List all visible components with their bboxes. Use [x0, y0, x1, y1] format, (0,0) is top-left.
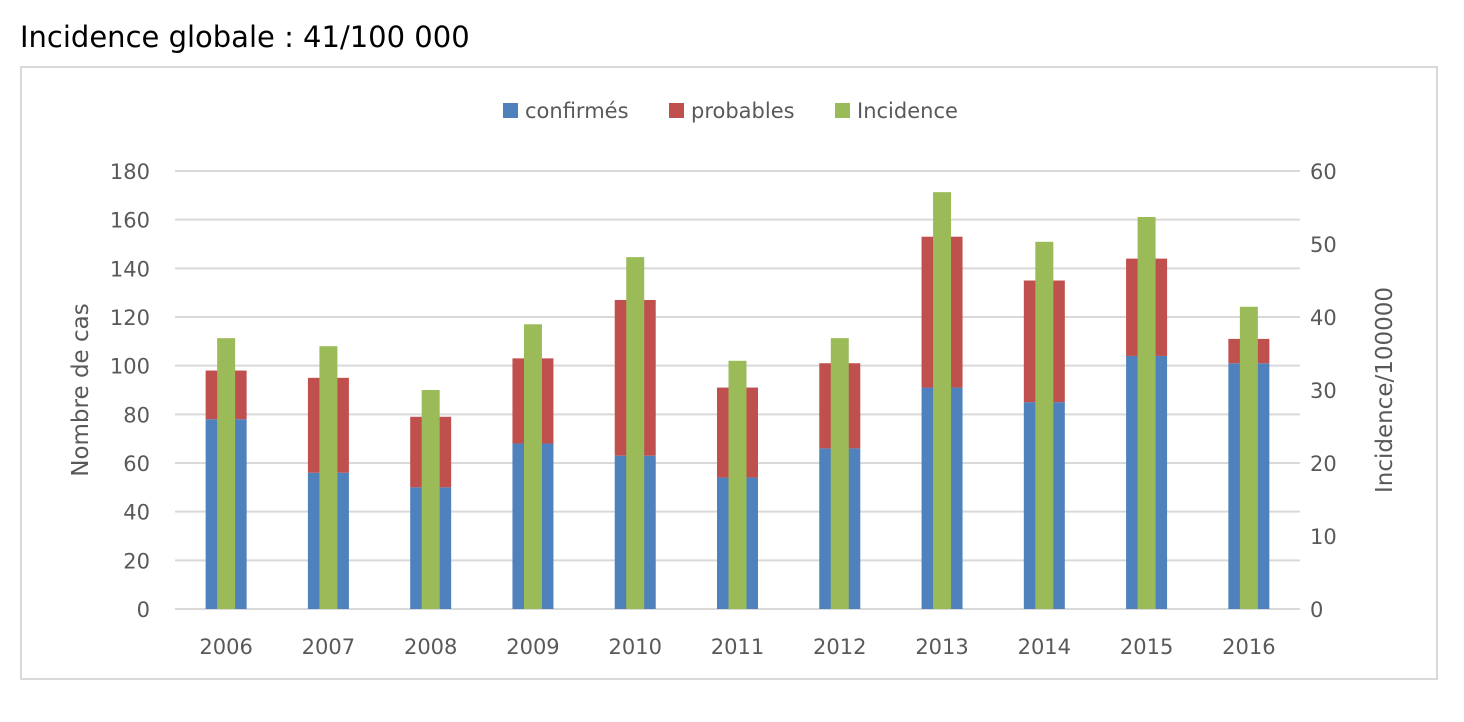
x-tick-label: 2009 [506, 635, 559, 659]
bar-incidence-2016 [1239, 306, 1258, 609]
y-tick-label: 40 [123, 501, 150, 525]
x-tick-label: 2013 [915, 635, 968, 659]
y2-axis-label: Incidence/100000 [1372, 287, 1398, 493]
y-tick-label: 180 [110, 160, 150, 184]
y2-tick-label: 50 [1310, 233, 1337, 257]
x-tick-label: 2016 [1222, 635, 1275, 659]
bar-incidence-2013 [933, 192, 952, 610]
x-tick-label: 2014 [1018, 635, 1071, 659]
x-tick-label: 2006 [199, 635, 252, 659]
x-tick-label: 2007 [302, 635, 355, 659]
y-tick-label: 80 [123, 403, 150, 427]
legend-swatch-0 [503, 103, 518, 118]
legend-swatch-2 [835, 103, 850, 118]
y2-tick-label: 60 [1310, 160, 1337, 184]
bar-incidence-2007 [319, 346, 338, 609]
legend-label-0: confirmés [525, 99, 629, 123]
bar-incidence-2011 [728, 360, 747, 609]
x-tick-label: 2010 [609, 635, 662, 659]
x-tick-label: 2008 [404, 635, 457, 659]
legend-swatch-1 [669, 103, 684, 118]
bar-incidence-2010 [626, 257, 645, 609]
y2-tick-label: 40 [1310, 306, 1337, 330]
x-tick-label: 2015 [1120, 635, 1173, 659]
chart-title: Incidence globale : 41/100 000 [20, 20, 470, 54]
y-axis-label: Nombre de cas [68, 303, 94, 476]
legend-label-1: probables [691, 99, 795, 123]
y2-tick-label: 0 [1310, 598, 1323, 622]
y-tick-label: 60 [123, 452, 150, 476]
bar-incidence-2009 [523, 324, 542, 609]
bar-incidence-2015 [1137, 216, 1156, 610]
y2-tick-label: 30 [1310, 379, 1337, 403]
y-tick-label: 20 [123, 549, 150, 573]
y2-tick-label: 20 [1310, 452, 1337, 476]
x-tick-label: 2012 [813, 635, 866, 659]
bar-incidence-2008 [421, 390, 440, 609]
y-tick-label: 140 [110, 257, 150, 281]
bar-incidence-2014 [1035, 241, 1054, 609]
x-tick-label: 2011 [711, 635, 764, 659]
y-tick-label: 0 [137, 598, 150, 622]
y-tick-label: 160 [110, 209, 150, 233]
bar-incidence-2006 [217, 338, 236, 609]
chart-frame [20, 66, 1438, 680]
y-tick-label: 100 [110, 355, 150, 379]
y-tick-label: 120 [110, 306, 150, 330]
bar-incidence-2012 [830, 338, 849, 609]
legend-label-2: Incidence [857, 99, 958, 123]
y2-tick-label: 10 [1310, 525, 1337, 549]
